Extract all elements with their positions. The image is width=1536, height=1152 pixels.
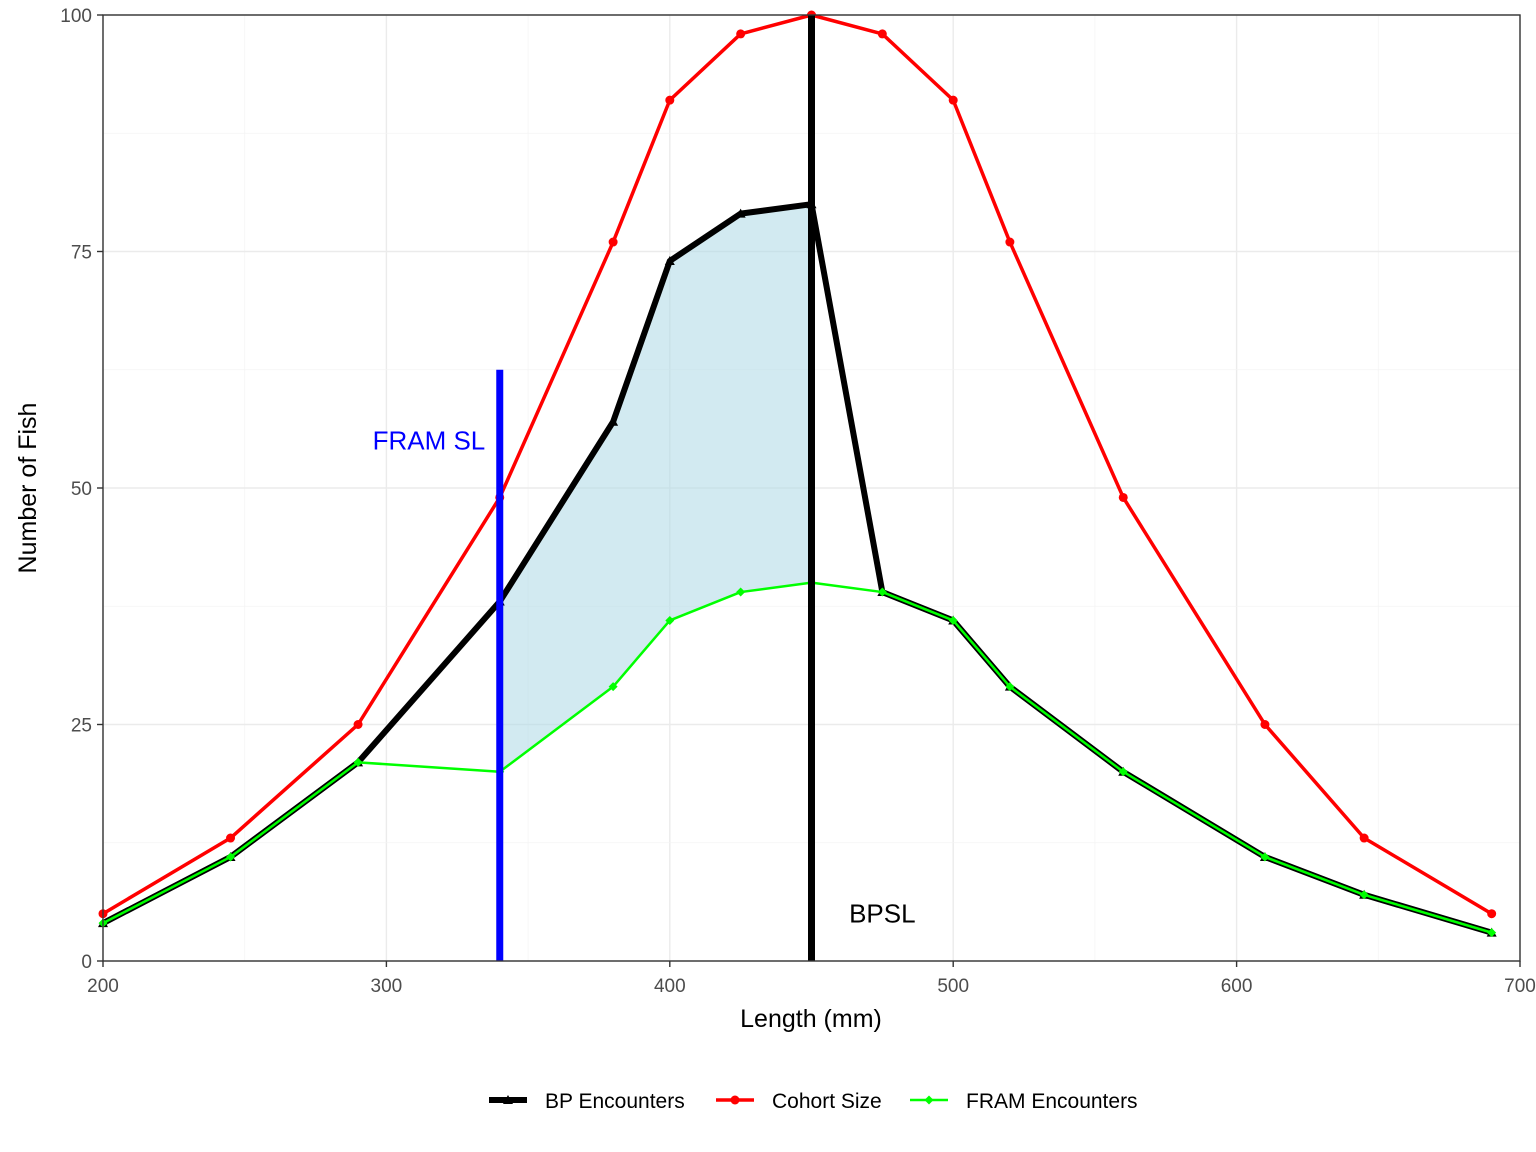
fram-sl-annotation: FRAM SL <box>373 426 486 456</box>
shaded-area <box>499 204 812 772</box>
legend: BP Encounters Cohort Size FRAM Encounters <box>489 1090 1138 1113</box>
bpsl-annotation: BPSL <box>849 899 916 929</box>
cohort-size-point <box>1359 833 1369 843</box>
shaded-region <box>499 204 812 772</box>
y-axis-title: Number of Fish <box>14 403 42 574</box>
legend-item-bp-encounters: BP Encounters <box>489 1090 685 1113</box>
legend-item-fram-encounters: FRAM Encounters <box>910 1090 1138 1113</box>
bp-encounters-point <box>608 416 619 426</box>
x-tick-label: 500 <box>937 976 969 997</box>
bp-encounters-point <box>735 208 746 218</box>
axes: 200 300 400 500 600 700 0 25 50 75 100 <box>60 6 1536 997</box>
y-tick-label: 75 <box>71 243 92 264</box>
cohort-size-point <box>948 95 958 105</box>
fram-encounters-point <box>608 682 618 692</box>
fram-encounters-point <box>1359 890 1369 900</box>
y-tick-label: 25 <box>71 716 92 737</box>
reference-lines <box>496 15 815 961</box>
cohort-size-point <box>877 29 887 39</box>
cohort-size-point <box>226 833 236 843</box>
fram-encounters-point <box>1487 928 1497 938</box>
fram-encounters-point <box>877 587 887 597</box>
legend-key-marker <box>503 1095 513 1104</box>
legend-label: FRAM Encounters <box>966 1090 1138 1113</box>
bp-encounters-point <box>664 255 675 265</box>
cohort-size-point <box>665 95 675 105</box>
fram-encounters-point <box>665 615 675 625</box>
x-tick-label: 400 <box>654 976 686 997</box>
legend-label: BP Encounters <box>545 1090 685 1113</box>
fram-encounters-point <box>353 757 363 767</box>
legend-key-marker <box>924 1095 934 1105</box>
cohort-size-point <box>353 720 363 729</box>
y-tick-label: 50 <box>71 479 92 500</box>
x-tick-label: 700 <box>1504 976 1536 997</box>
fram-encounters-point <box>1260 852 1270 862</box>
cohort-size-point <box>736 29 746 39</box>
fram-encounters-point <box>1005 682 1015 692</box>
y-tick-label: 0 <box>81 952 92 973</box>
fram-encounters-point <box>948 615 958 625</box>
legend-label: Cohort Size <box>772 1090 882 1113</box>
cohort-size-point <box>1487 909 1497 919</box>
y-tick-label: 100 <box>60 6 92 27</box>
cohort-size-point <box>1260 720 1270 729</box>
fram-encounters-point <box>1118 767 1128 777</box>
x-tick-label: 300 <box>371 976 403 997</box>
x-tick-label: 200 <box>87 976 119 997</box>
annotations: FRAM SL BPSL <box>373 426 916 929</box>
cohort-size-point <box>608 237 618 247</box>
cohort-size-point <box>1118 492 1128 502</box>
fram-encounters-point <box>226 852 236 862</box>
x-tick-label: 600 <box>1221 976 1253 997</box>
legend-item-cohort-size: Cohort Size <box>716 1090 882 1113</box>
fram-encounters-point <box>736 587 746 597</box>
cohort-size-point <box>1005 237 1015 247</box>
legend-key-marker <box>730 1095 740 1105</box>
x-axis-title: Length (mm) <box>740 1005 882 1033</box>
